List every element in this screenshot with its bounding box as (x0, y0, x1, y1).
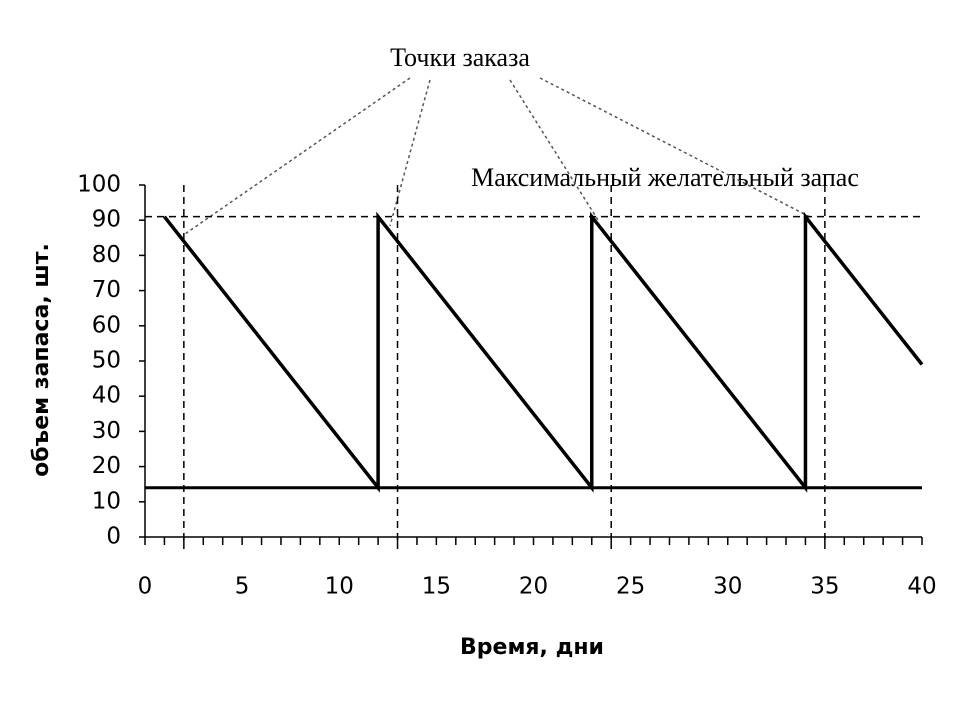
x-tick-label: 20 (519, 574, 548, 600)
y-tick-label: 100 (77, 172, 121, 198)
x-tick-label: 25 (616, 574, 645, 600)
y-tick-label: 40 (92, 383, 121, 409)
leader-line (539, 77, 813, 219)
x-tick-label: 40 (907, 574, 936, 600)
y-tick-label: 30 (92, 418, 121, 444)
y-tick-label: 80 (92, 242, 121, 268)
x-tick-label: 35 (810, 574, 839, 600)
leader-line (389, 79, 431, 227)
y-tick-label: 90 (92, 207, 121, 233)
y-tick-label: 0 (106, 524, 121, 550)
leader-line (184, 77, 411, 235)
annotation: Точки заказа (390, 43, 530, 72)
x-tick-label: 5 (235, 574, 250, 600)
x-tick-label: 30 (713, 574, 742, 600)
y-tick-label: 10 (92, 488, 121, 514)
x-tick-label: 0 (138, 574, 153, 600)
y-tick-label: 70 (92, 277, 121, 303)
x-axis-label: Время, дни (460, 635, 604, 660)
y-axis-label: объем запаса, шт. (29, 243, 54, 477)
reference-label: Максимальный желательный запас (471, 163, 859, 192)
annotation-leaders (184, 77, 813, 235)
x-tick-label: 10 (325, 574, 354, 600)
series-line (163, 211, 924, 493)
y-tick-label: 20 (92, 453, 121, 479)
y-tick-label: 50 (92, 348, 121, 374)
y-tick-label: 60 (92, 312, 121, 338)
x-tick-label: 15 (422, 574, 451, 600)
